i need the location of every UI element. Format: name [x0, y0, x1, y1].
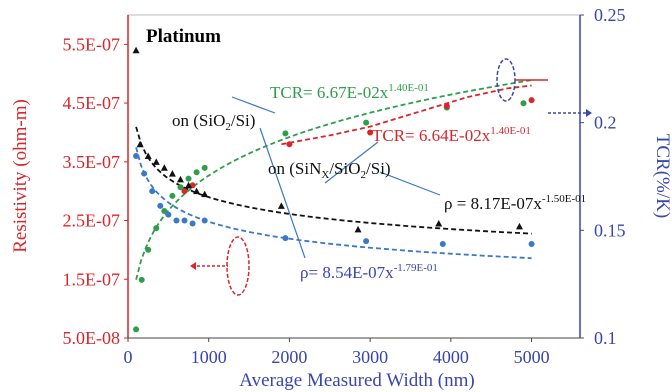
data-point-triangle: [193, 187, 201, 195]
data-point-triangle: [435, 219, 443, 227]
data-point-circle: [169, 192, 176, 199]
tick-labels: 0 1000 2000 3000 4000 5000 5.5E-07 4.5E-07 3.5E-…: [63, 5, 626, 367]
data-point-triangle: [160, 164, 168, 171]
y-left-tick-label: 1.5E-07: [63, 269, 121, 289]
sio2-leader: [259, 127, 306, 259]
data-point-triangle: [515, 222, 523, 230]
data-point-circle: [443, 103, 450, 110]
y-right-tick-label: 0.2: [594, 113, 617, 133]
data-point-circle: [363, 238, 370, 245]
sinx-label: on (SiNX/SiO2/Si): [268, 159, 391, 181]
data-point-circle: [138, 276, 145, 283]
data-point-circle: [193, 169, 200, 176]
data-point-circle: [367, 129, 374, 136]
data-point-circle: [528, 97, 535, 104]
data-points: [132, 46, 535, 333]
data-point-circle: [153, 225, 160, 232]
data-point-circle: [520, 100, 527, 107]
data-point-circle: [149, 188, 156, 195]
black-fit-equation: ρ = 8.17E-07x-1.50E-01: [444, 193, 586, 213]
fit-curve-1: [281, 84, 532, 146]
tcr-arrow-head: [586, 109, 592, 117]
x-tick-label: 3000: [352, 347, 388, 367]
data-point-triangle: [277, 202, 285, 209]
data-point-circle: [161, 207, 168, 214]
y-left-tick-label: 2.5E-07: [63, 211, 121, 231]
y-left-tick-label: 4.5E-07: [63, 93, 121, 113]
data-point-circle: [286, 141, 293, 148]
data-point-triangle: [132, 46, 140, 54]
data-point-triangle: [185, 181, 193, 189]
data-point-circle: [181, 217, 188, 224]
x-tick-label: 4000: [433, 347, 469, 367]
sinx-leader: [379, 171, 441, 196]
data-point-circle: [165, 211, 172, 218]
data-point-circle: [282, 235, 289, 242]
data-point-circle: [145, 246, 152, 253]
y-right-axis-title: TCR(%/K): [652, 134, 672, 218]
data-point-circle: [141, 170, 148, 177]
data-point-triangle: [176, 175, 184, 183]
data-point-circle: [201, 217, 208, 224]
data-point-circle: [282, 130, 289, 137]
x-tick-label: 5000: [514, 347, 550, 367]
data-point-triangle: [144, 152, 152, 159]
blue-fit-equation: ρ= 8.54E-07x-1.79E-01: [300, 262, 438, 282]
x-tick-label: 2000: [271, 347, 307, 367]
fit-curve-0: [135, 79, 532, 280]
y-left-axis-title: Resistivity (ohm-m): [10, 99, 31, 253]
data-point-circle: [528, 241, 535, 248]
resistivity-group-ellipse: [226, 236, 250, 296]
green-fit-equation: TCR= 6.67E-02x1.40E-01: [270, 82, 429, 102]
data-point-triangle: [354, 225, 362, 233]
data-point-triangle: [136, 140, 144, 148]
data-point-triangle: [168, 170, 176, 177]
chart-title: Platinum: [146, 26, 221, 47]
data-point-circle: [181, 188, 188, 195]
data-point-circle: [177, 184, 184, 191]
x-tick-label: 1000: [191, 347, 227, 367]
data-point-circle: [185, 175, 192, 182]
y-left-tick-label: 3.5E-07: [63, 152, 121, 172]
green-eq-leader: [231, 96, 276, 114]
sio2-label: on (SiO2/Si): [172, 111, 255, 133]
fit-curve-2: [135, 126, 532, 235]
y-right-tick-label: 0.25: [594, 5, 626, 25]
resistivity-arrow-head: [190, 262, 196, 270]
y-left-tick-label: 5.5E-07: [63, 34, 121, 54]
data-point-circle: [173, 217, 180, 224]
data-point-circle: [439, 241, 446, 248]
data-point-circle: [189, 220, 196, 227]
y-right-tick-label: 0.1: [594, 328, 617, 348]
fit-curves: [135, 79, 532, 280]
tcr-group-ellipse: [496, 58, 516, 102]
data-point-triangle: [152, 158, 160, 165]
x-axis-title: Average Measured Width (nm): [239, 370, 474, 391]
x-tick-label: 0: [124, 347, 133, 367]
data-point-circle: [363, 119, 370, 126]
data-point-circle: [133, 326, 140, 333]
data-point-circle: [157, 202, 164, 209]
fit-curve-3: [135, 147, 532, 260]
data-point-circle: [201, 164, 208, 171]
red-fit-equation: TCR= 6.64E-02x1.40E-01: [372, 125, 531, 145]
data-point-triangle: [201, 190, 209, 198]
y-left-tick-label: 5.0E-08: [63, 328, 121, 348]
red-eq-leader: [324, 141, 379, 184]
data-point-circle: [133, 152, 140, 159]
y-right-tick-label: 0.15: [594, 220, 626, 240]
